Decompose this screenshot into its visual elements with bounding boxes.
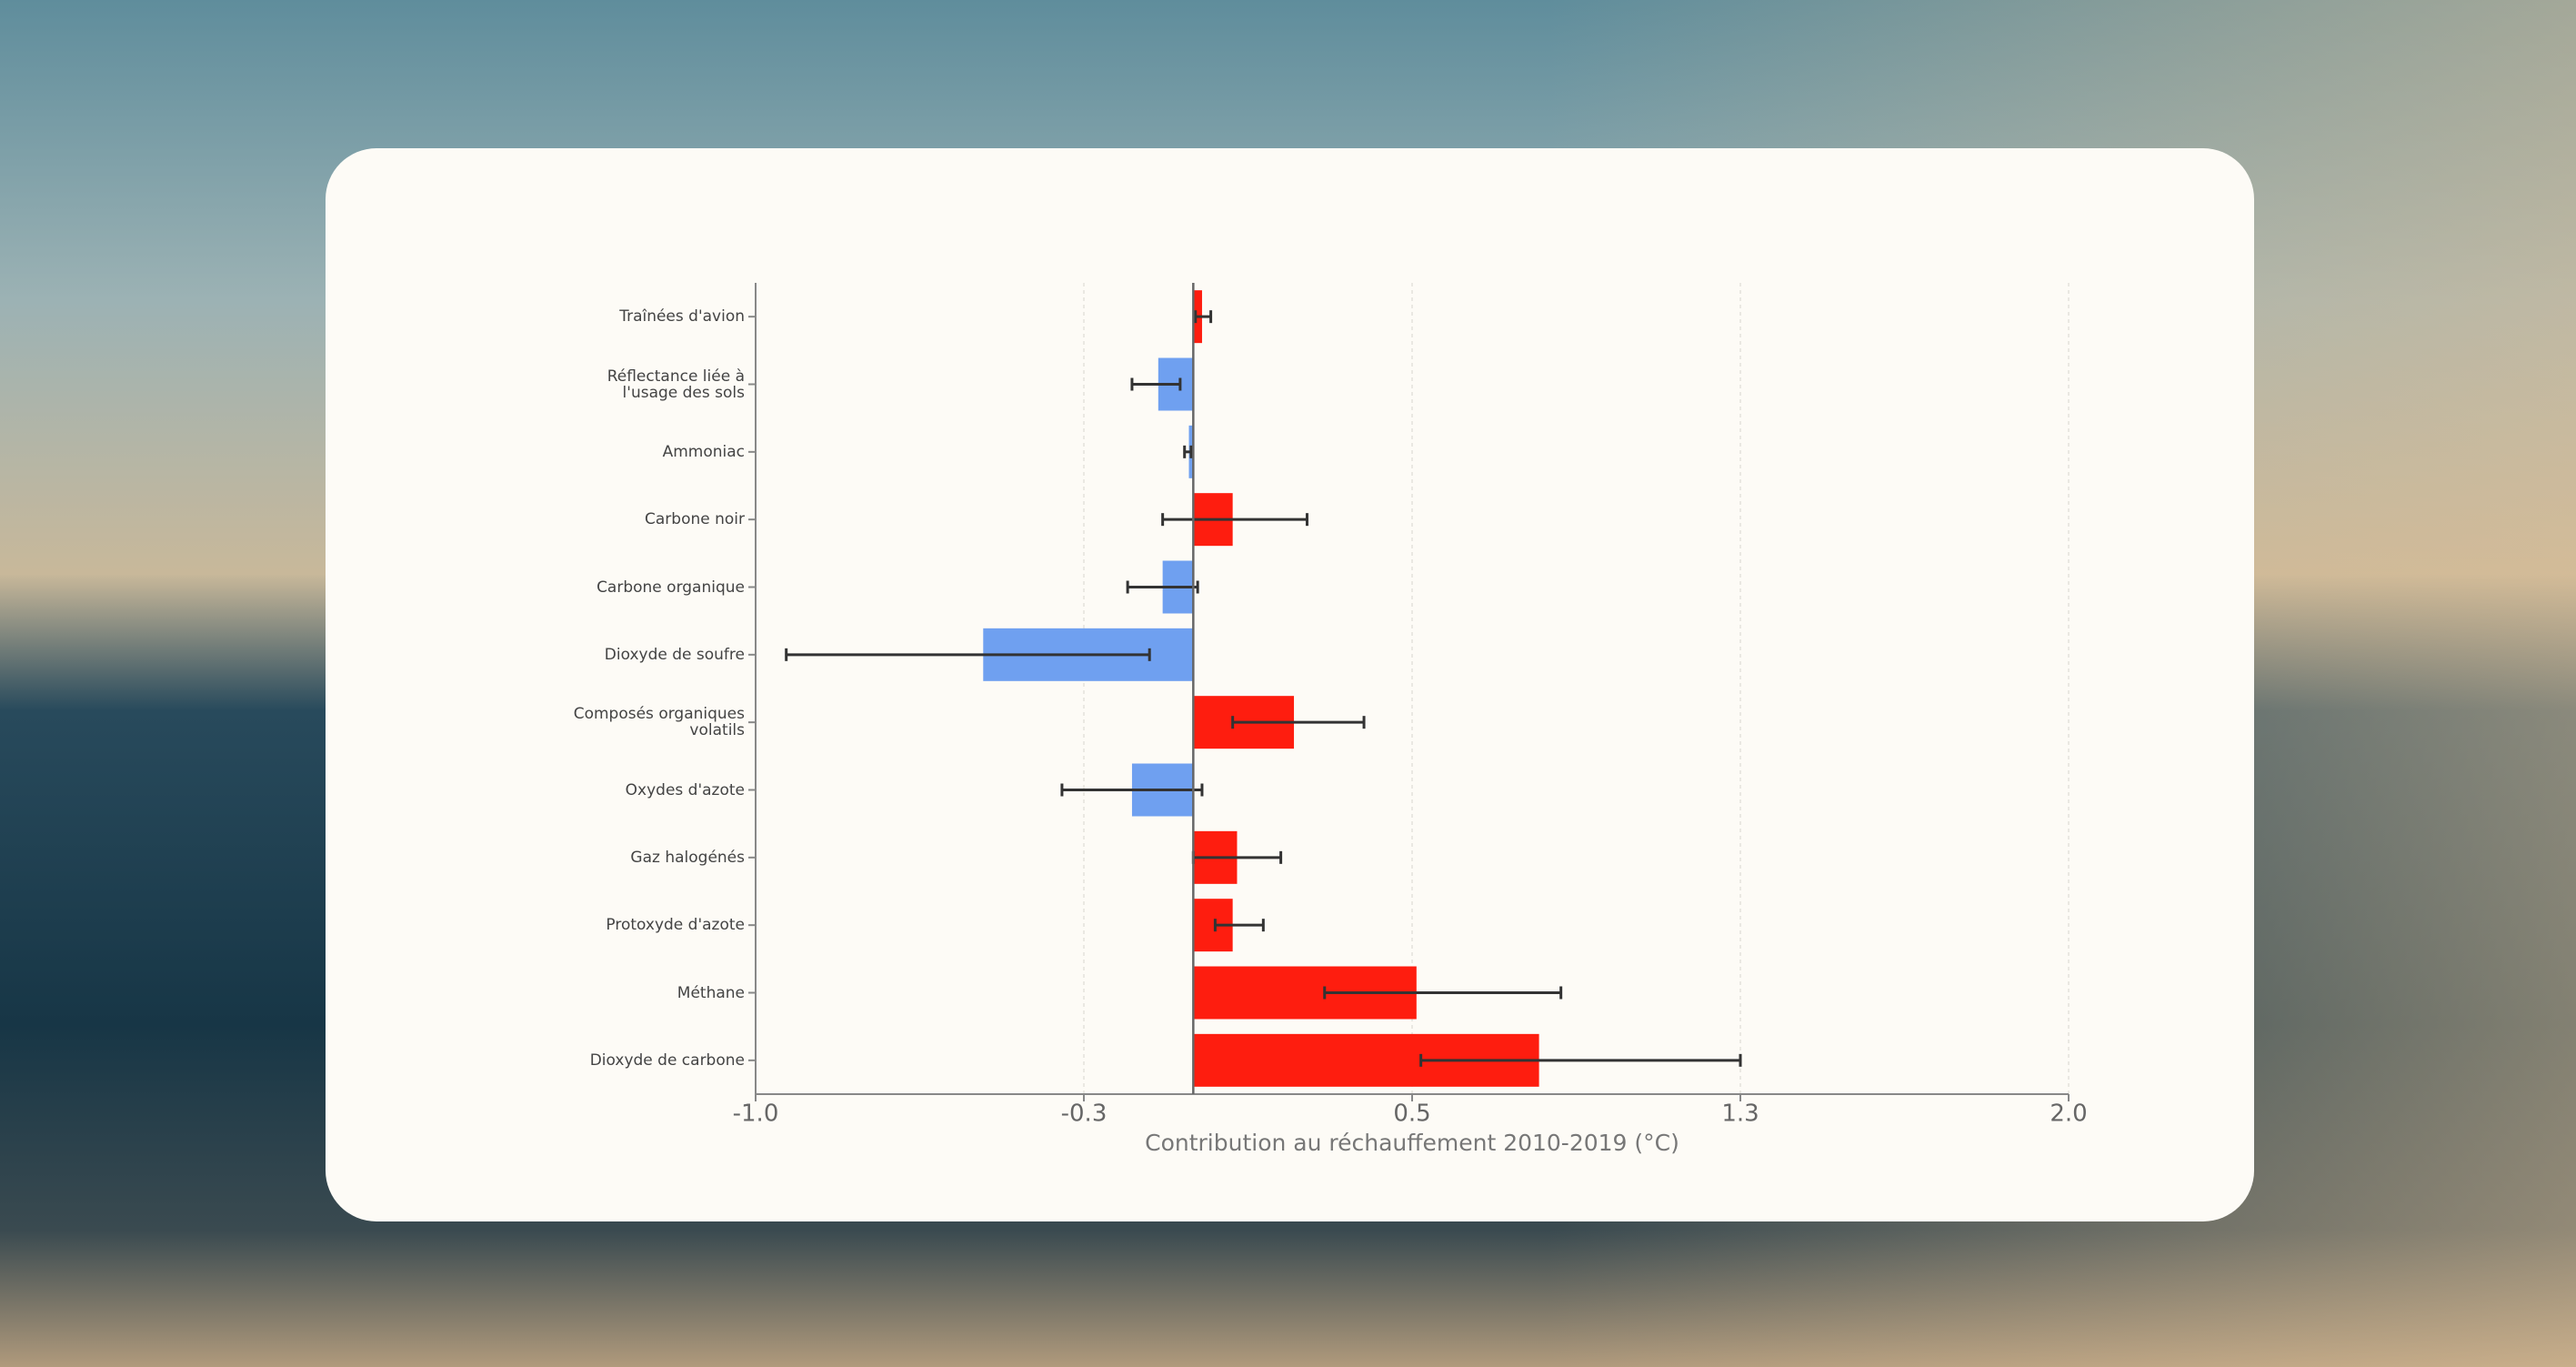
error-bar — [1419, 1053, 1742, 1067]
y-tick-label: Carbone noir — [645, 510, 745, 529]
error-bar — [1231, 716, 1366, 729]
x-tick-label: -1.0 — [733, 1101, 779, 1128]
x-tick-label: -0.3 — [1061, 1101, 1108, 1128]
y-tick-label: Dioxyde de carbone — [589, 1050, 745, 1070]
y-tick-label: Gaz halogénés — [630, 848, 745, 867]
y-tick-label: Oxydes d'azote — [625, 780, 745, 799]
error-bar — [1183, 445, 1193, 458]
error-bar — [1060, 783, 1204, 797]
x-tick-label: 0.5 — [1393, 1101, 1430, 1128]
error-bar — [1213, 919, 1265, 932]
y-tick-label: Traînées d'avion — [619, 307, 745, 327]
y-tick-label: Carbone organique — [596, 578, 745, 597]
card: Contribution au réchauffement 2010-2019 … — [326, 148, 2254, 1221]
error-bar — [1194, 310, 1213, 324]
chart: Contribution au réchauffement 2010-2019 … — [733, 283, 2088, 1156]
x-axis-title: Contribution au réchauffement 2010-2019 … — [1145, 1130, 1679, 1156]
y-tick-label: Méthane — [677, 983, 745, 1002]
error-bar — [785, 648, 1151, 661]
error-bar — [1126, 580, 1199, 594]
y-tick-label: Protoxyde d'azote — [606, 916, 745, 935]
error-bar — [1161, 513, 1308, 527]
y-tick-label: Composés organiques volatils — [573, 705, 745, 740]
error-bar — [1130, 377, 1182, 391]
x-tick-label: 1.3 — [1721, 1101, 1759, 1128]
y-tick-label: Dioxyde de soufre — [604, 645, 745, 664]
y-tick-label: Ammoniac — [662, 442, 745, 461]
x-tick-label: 2.0 — [2050, 1101, 2087, 1128]
error-bar — [1323, 986, 1563, 1000]
y-tick-label: Réflectance liée à l'usage des sols — [606, 367, 745, 402]
